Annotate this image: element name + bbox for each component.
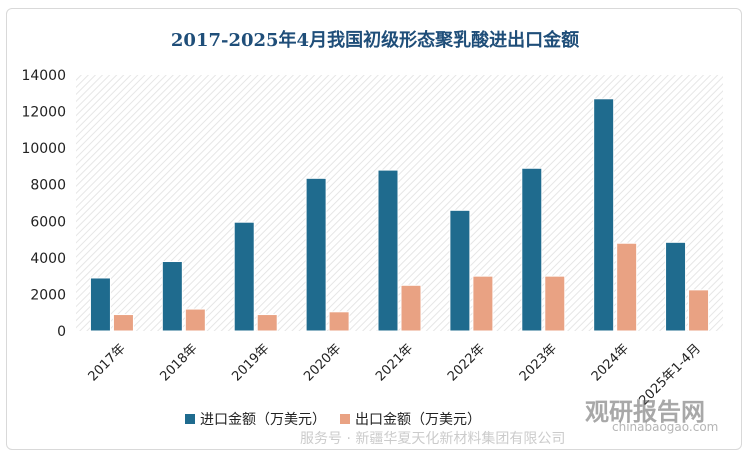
bar-export: [185, 309, 205, 331]
x-tick-label: 2024年: [589, 341, 632, 384]
x-tick-label: 2017年: [86, 341, 129, 384]
bar-import: [450, 210, 470, 331]
x-tick-label: 2018年: [157, 341, 200, 384]
bar-import: [594, 99, 614, 331]
y-tick-label: 0: [57, 324, 66, 340]
bar-export: [113, 315, 133, 331]
x-tick-label: 2021年: [373, 341, 416, 384]
watermark-url: chinabaogao.com: [612, 420, 718, 434]
legend-item-export: 出口金额（万美元）: [340, 409, 481, 429]
y-tick-label: 12000: [21, 105, 66, 121]
y-tick-label: 2000: [30, 287, 66, 303]
bar-import: [378, 170, 398, 331]
y-tick-label: 8000: [30, 178, 66, 194]
y-tick-label: 14000: [21, 68, 66, 84]
legend: 进口金额（万美元） 出口金额（万美元）: [185, 409, 495, 429]
bar-import: [306, 178, 326, 331]
y-tick-label: 10000: [21, 141, 66, 157]
x-tick-label: 2023年: [517, 341, 560, 384]
bar-import: [234, 222, 254, 331]
watermark-line: 服务号 · 新疆华夏天化新材料集团有限公司: [300, 428, 565, 448]
x-tick-label: 2020年: [301, 341, 344, 384]
legend-swatch-export: [340, 414, 350, 424]
legend-label-export: 出口金额（万美元）: [355, 409, 481, 429]
bar-import: [666, 242, 686, 331]
legend-swatch-import: [185, 414, 195, 424]
legend-label-import: 进口金额（万美元）: [200, 409, 326, 429]
bar-import: [90, 278, 110, 331]
bar-export: [617, 243, 637, 331]
bar-export: [545, 276, 565, 331]
bar-import: [522, 168, 542, 331]
y-tick-label: 4000: [30, 251, 66, 267]
bar-export: [329, 312, 349, 331]
legend-item-import: 进口金额（万美元）: [185, 409, 326, 429]
bar-import: [162, 262, 182, 331]
bar-export: [689, 290, 709, 331]
x-tick-label: 2022年: [445, 341, 488, 384]
y-tick-label: 6000: [30, 214, 66, 230]
bar-export: [473, 276, 493, 331]
bar-export: [401, 285, 421, 331]
x-tick-label: 2019年: [229, 341, 272, 384]
bar-export: [257, 315, 277, 331]
